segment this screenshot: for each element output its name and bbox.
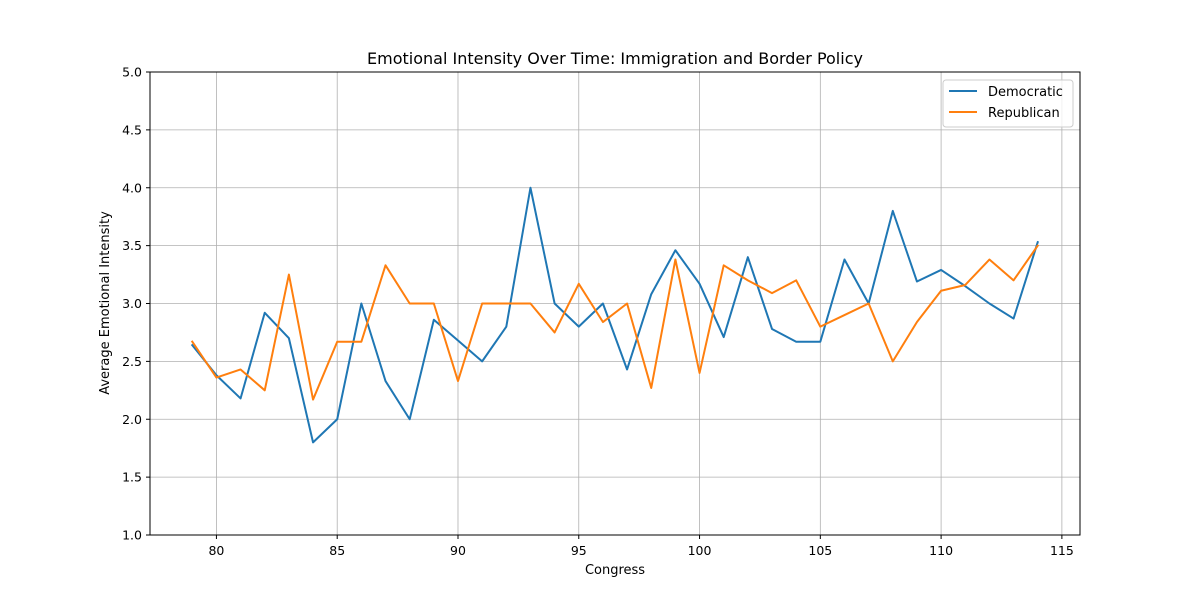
x-tick-label: 105 — [808, 543, 832, 558]
x-tick-label: 90 — [450, 543, 466, 558]
y-tick-label: 4.5 — [122, 122, 142, 137]
y-axis-ticks: 1.0 1.5 2.0 2.5 3.0 3.5 4.0 4.5 5.0 — [122, 65, 150, 543]
series-lines — [190, 186, 1040, 444]
x-tick-label: 100 — [688, 543, 712, 558]
x-tick-label: 95 — [571, 543, 587, 558]
y-tick-label: 3.5 — [122, 238, 142, 253]
y-tick-label: 2.0 — [122, 412, 142, 427]
x-tick-label: 80 — [208, 543, 224, 558]
legend: Democratic Republican — [942, 79, 1074, 128]
y-tick-label: 5.0 — [122, 65, 142, 80]
y-tick-label: 3.0 — [122, 296, 142, 311]
y-tick-label: 1.5 — [122, 470, 142, 485]
x-axis-ticks: 80 85 90 95 100 105 110 115 — [208, 535, 1074, 558]
x-tick-label: 85 — [329, 543, 345, 558]
series-line-democratic — [190, 186, 1039, 444]
legend-label-democratic: Democratic — [988, 85, 1063, 100]
x-tick-label: 110 — [929, 543, 953, 558]
y-tick-label: 4.0 — [122, 180, 142, 195]
chart-title: Emotional Intensity Over Time: Immigrati… — [367, 49, 863, 68]
x-axis-label: Congress — [585, 563, 645, 578]
y-tick-label: 1.0 — [122, 528, 142, 543]
legend-label-republican: Republican — [988, 106, 1060, 121]
y-axis-label: Average Emotional Intensity — [98, 211, 113, 395]
series-line-republican — [190, 244, 1040, 401]
y-tick-label: 2.5 — [122, 354, 142, 369]
x-tick-label: 115 — [1050, 543, 1074, 558]
